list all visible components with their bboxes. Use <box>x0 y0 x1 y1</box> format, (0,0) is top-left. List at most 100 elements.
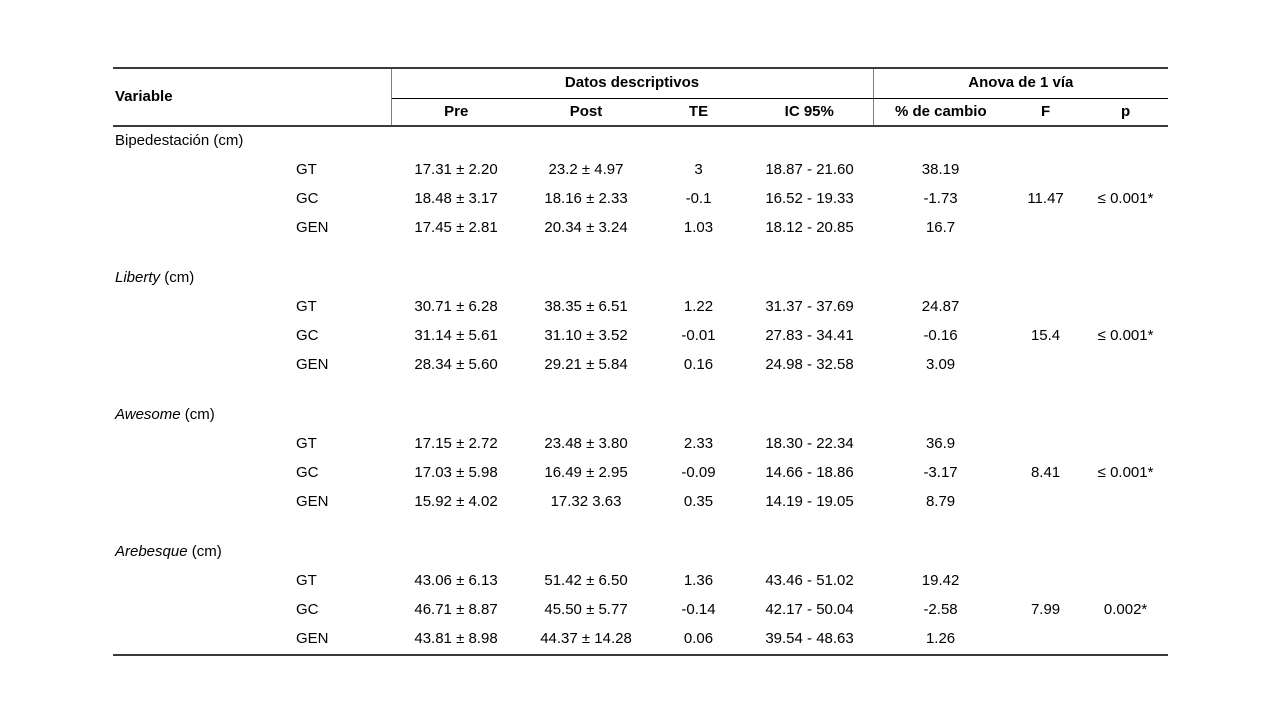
section-unit: (cm) <box>164 269 195 287</box>
cell-f <box>1008 214 1083 243</box>
section-label: Arebesque (cm) <box>113 538 1168 567</box>
cell-cambio: 38.19 <box>921 161 960 179</box>
cell-cambio: 24.87 <box>921 298 960 316</box>
cell-post: 45.50 ± 5.77 <box>544 601 628 619</box>
section-spacer-row <box>113 517 1168 538</box>
section-name: Awesome <box>115 406 181 424</box>
cell-f <box>1008 567 1083 596</box>
cell-cambio: 19.42 <box>921 572 960 590</box>
cell-te: -0.09 <box>681 464 716 482</box>
group-label: GT <box>296 298 317 316</box>
cell-cambio: 1.26 <box>873 625 1009 656</box>
cell-post: 38.35 ± 6.51 <box>544 298 628 316</box>
cell-pre: 17.31 ± 2.20 <box>414 161 498 179</box>
data-row: GT 17.15 ± 2.72 23.48 ± 3.80 2.33 18.30 - 22… <box>113 430 1168 459</box>
cell-p: 0.002* <box>1103 601 1148 619</box>
cell-post: 23.48 ± 3.80 <box>544 435 628 453</box>
col-header-pre: Pre <box>391 98 522 127</box>
cell-te: 3 <box>694 161 703 179</box>
cell-ic: 24.98 - 32.58 <box>765 356 854 374</box>
sub-header-row: Pre Post TE IC 95% % de cambio F p <box>113 98 1169 127</box>
cell-te: 0.06 <box>651 625 747 656</box>
col-header-post: Post <box>521 98 652 127</box>
cell-cambio: -0.16 <box>923 327 958 345</box>
data-row: GT 30.71 ± 6.28 38.35 ± 6.51 1.22 31.37 - 37… <box>113 293 1168 322</box>
section-spacer <box>113 243 1168 264</box>
cell-pre: 31.14 ± 5.61 <box>414 327 498 345</box>
cell-ic: 14.19 - 19.05 <box>765 493 854 511</box>
cell-f <box>1008 625 1084 656</box>
cell-cambio: 8.79 <box>925 493 956 511</box>
cell-ic: 18.87 - 21.60 <box>765 161 854 179</box>
cell-pre: 17.15 ± 2.72 <box>414 435 498 453</box>
section-unit: (cm) <box>213 132 244 150</box>
section-unit: (cm) <box>184 406 215 424</box>
col-header-variable: Variable <box>113 67 392 127</box>
cell-te: 1.03 <box>683 219 714 237</box>
results-table: Variable Datos descriptivos Anova de 1 v… <box>113 67 1169 656</box>
cell-cambio: -3.17 <box>923 464 958 482</box>
col-header-p: p <box>1083 98 1169 127</box>
cell-te: -0.01 <box>681 327 716 345</box>
cell-f: 7.99 <box>1030 601 1061 619</box>
row-indent-cell <box>113 567 291 596</box>
data-row: GEN 28.34 ± 5.60 29.21 ± 5.84 0.16 24.98 - 3… <box>113 351 1168 380</box>
cell-ic: 18.12 - 20.85 <box>765 219 854 237</box>
section-label: Liberty (cm) <box>113 264 1168 293</box>
cell-cambio: -1.73 <box>923 190 958 208</box>
cell-f <box>1008 156 1083 185</box>
cell-f: 15.4 <box>1030 327 1061 345</box>
cell-post: 20.34 ± 3.24 <box>544 219 628 237</box>
section-name: Liberty <box>115 269 161 287</box>
cell-f: 8.41 <box>1030 464 1061 482</box>
cell-p <box>1083 293 1168 322</box>
cell-te: 0.35 <box>683 493 714 511</box>
data-row: GEN 17.45 ± 2.81 20.34 ± 3.24 1.03 18.12 - 2… <box>113 214 1168 243</box>
cell-p <box>1083 625 1169 656</box>
cell-post: 17.32 3.63 <box>550 493 622 511</box>
group-header-datos-descriptivos: Datos descriptivos <box>391 67 874 99</box>
cell-p: ≤ 0.001* <box>1097 327 1154 345</box>
data-row: GC 18.48 ± 3.17 18.16 ± 2.33 -0.1 16.52 - 19… <box>113 185 1168 214</box>
group-label: GC <box>296 464 319 482</box>
row-indent-cell <box>113 293 291 322</box>
cell-pre: 17.03 ± 5.98 <box>414 464 498 482</box>
cell-p <box>1083 567 1168 596</box>
data-row: GEN 15.92 ± 4.02 17.32 3.63 0.35 14.19 - 19.… <box>113 488 1168 517</box>
cell-cambio: 36.9 <box>925 435 956 453</box>
cell-pre: 28.34 ± 5.60 <box>414 356 498 374</box>
row-indent-cell <box>113 185 291 214</box>
group-label: GC <box>296 327 319 345</box>
cell-post: 31.10 ± 3.52 <box>544 327 628 345</box>
cell-f <box>1008 351 1083 380</box>
data-row: GT 43.06 ± 6.13 51.42 ± 6.50 1.36 43.46 - 51… <box>113 567 1168 596</box>
row-indent-cell <box>113 351 291 380</box>
group-label: GC <box>296 601 319 619</box>
group-label: GEN <box>296 493 329 511</box>
cell-te: -0.1 <box>685 190 712 208</box>
cell-post: 16.49 ± 2.95 <box>544 464 628 482</box>
row-indent-cell <box>113 156 291 185</box>
cell-ic: 39.54 - 48.63 <box>746 625 874 656</box>
section-label-row: Arebesque (cm) <box>113 538 1168 567</box>
row-indent-cell <box>113 430 291 459</box>
cell-pre: 18.48 ± 3.17 <box>414 190 498 208</box>
group-header-anova: Anova de 1 vía <box>872 67 1169 99</box>
cell-f <box>1008 430 1083 459</box>
cell-ic: 14.66 - 18.86 <box>765 464 854 482</box>
cell-ic: 18.30 - 22.34 <box>765 435 854 453</box>
section-label-row: Awesome (cm) <box>113 401 1168 430</box>
cell-post: 23.2 ± 4.97 <box>548 161 624 179</box>
cell-pre: 43.06 ± 6.13 <box>414 572 498 590</box>
cell-te: 1.36 <box>683 572 714 590</box>
cell-ic: 31.37 - 37.69 <box>765 298 854 316</box>
section-label: Awesome (cm) <box>113 401 1168 430</box>
group-label: GEN <box>296 356 329 374</box>
cell-cambio: 16.7 <box>925 219 956 237</box>
group-label: GC <box>296 190 319 208</box>
cell-p <box>1083 156 1168 185</box>
group-label: GT <box>296 435 317 453</box>
cell-ic: 16.52 - 19.33 <box>765 190 854 208</box>
cell-p <box>1083 488 1168 517</box>
